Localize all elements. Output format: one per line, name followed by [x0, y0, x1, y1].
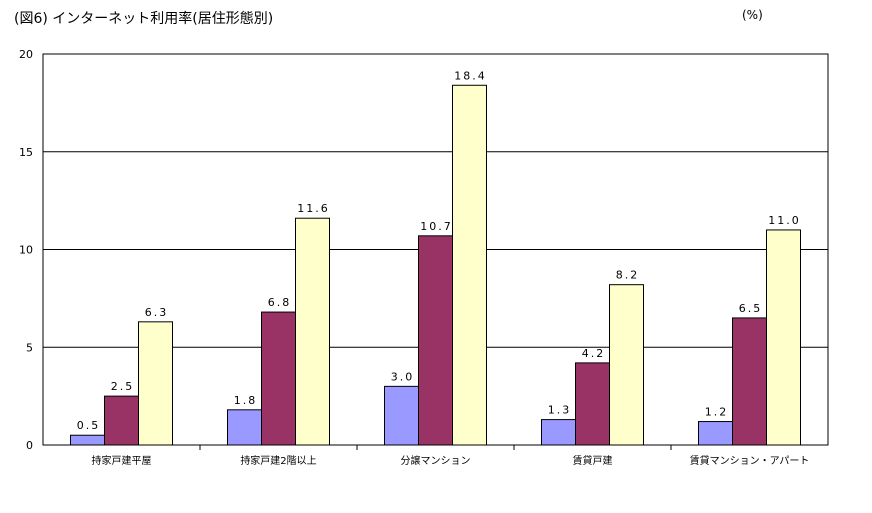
x-tick-label: 賃貸戸建	[573, 454, 613, 467]
bar	[609, 284, 644, 446]
y-tick-label: 0	[26, 439, 33, 452]
data-label: 11.0	[768, 214, 801, 227]
data-label: 6.3	[145, 306, 169, 319]
bar	[104, 395, 139, 446]
data-label: 6.5	[739, 302, 763, 315]
bars	[70, 84, 801, 446]
bar	[384, 385, 419, 446]
bar	[766, 229, 801, 446]
bar	[138, 321, 173, 446]
data-label: 8.2	[616, 269, 640, 282]
data-label: 3.0	[391, 370, 415, 383]
data-label: 1.2	[705, 406, 729, 419]
bar	[575, 362, 610, 446]
bar	[541, 419, 576, 446]
x-tick-label: 持家戸建2階以上	[240, 454, 316, 467]
bar	[227, 409, 262, 446]
y-tick-label: 15	[19, 146, 33, 159]
x-tick-label: 賃貸マンション・アパート	[690, 454, 810, 467]
chart-title: (図6) インターネット利用率(居住形態別)	[14, 11, 274, 27]
x-tick-label: 分譲マンション	[401, 454, 471, 467]
data-label: 18.4	[454, 69, 487, 82]
unit-label: (%)	[742, 8, 763, 22]
bar	[295, 217, 330, 446]
data-label: 0.5	[77, 419, 101, 432]
data-label: 11.6	[297, 202, 330, 215]
bar	[261, 311, 296, 446]
data-label: 2.5	[111, 380, 135, 393]
bar	[70, 434, 105, 446]
data-label: 1.8	[234, 394, 258, 407]
y-tick-label: 10	[19, 244, 33, 257]
bar	[418, 235, 453, 446]
y-tick-label: 5	[26, 341, 33, 354]
plot-frame	[42, 53, 829, 446]
data-label: 1.3	[548, 404, 572, 417]
bar	[452, 84, 487, 446]
axes: 0 5 10 15 20 持家戸建平屋 持家戸建2階以上 分譲マンション 賃貸戸建 賃貸マンション…	[19, 48, 829, 467]
data-labels: 0.5 2.5 6.3 1.8 6.8 11.6 3.0 10.7 18.4 1.3 4.2 8.2 1…	[77, 69, 801, 432]
data-label: 10.7	[420, 220, 453, 233]
data-label: 6.8	[268, 296, 292, 309]
data-label: 4.2	[582, 347, 606, 360]
bar	[732, 317, 767, 446]
x-tick-label: 持家戸建平屋	[92, 454, 152, 467]
y-tick-label: 20	[19, 48, 33, 61]
bar	[698, 421, 733, 446]
